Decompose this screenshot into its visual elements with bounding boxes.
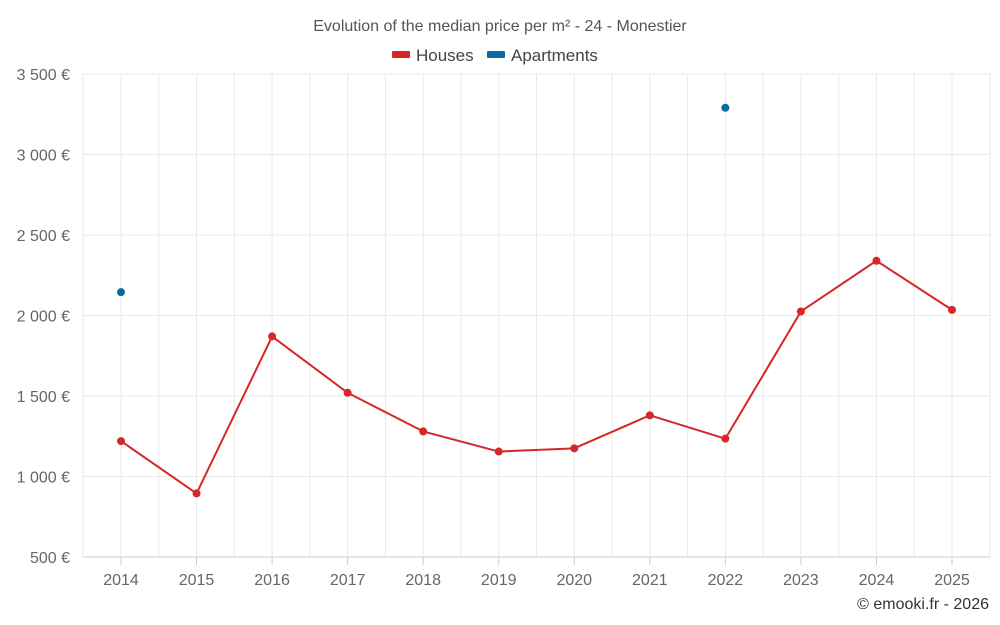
- data-point-houses-2019[interactable]: [494, 447, 503, 456]
- data-point-apartments-2014[interactable]: [117, 288, 125, 297]
- chart-title: Evolution of the median price per m² - 2…: [313, 18, 687, 35]
- x-tick-label: 2022: [708, 572, 744, 589]
- legend-item-houses[interactable]: Houses: [392, 46, 474, 65]
- y-tick-label: 3 500 €: [17, 67, 70, 84]
- y-tick-label: 3 000 €: [17, 148, 70, 165]
- x-tick-label: 2020: [556, 572, 592, 589]
- x-tick-label: 2024: [859, 572, 895, 589]
- legend-label-houses: Houses: [416, 46, 474, 65]
- data-point-houses-2023[interactable]: [796, 307, 805, 316]
- legend-swatch-houses: [392, 51, 410, 58]
- x-gridlines: [82, 74, 991, 565]
- series-houses: [117, 256, 956, 498]
- x-tick-label: 2019: [481, 572, 517, 589]
- data-point-houses-2016[interactable]: [268, 332, 277, 341]
- legend-label-apartments: Apartments: [511, 46, 598, 65]
- data-point-houses-2021[interactable]: [645, 411, 654, 420]
- x-tick-label: 2015: [179, 572, 215, 589]
- series-line-houses: [120, 259, 953, 495]
- series-layer: [117, 103, 956, 498]
- series-apartments: [117, 103, 730, 297]
- x-tick-label: 2016: [254, 572, 290, 589]
- legend-item-apartments[interactable]: Apartments: [487, 46, 598, 65]
- data-point-houses-2014[interactable]: [117, 437, 125, 446]
- data-point-houses-2025[interactable]: [948, 305, 956, 314]
- data-point-houses-2015[interactable]: [192, 489, 201, 498]
- data-point-apartments-2022[interactable]: [721, 103, 730, 112]
- data-point-houses-2024[interactable]: [872, 256, 881, 265]
- y-axis-tick-labels: 500 € 1 000 € 1 500 € 2 000 € 2 500 € 3 000 €…: [17, 67, 70, 567]
- y-tick-label: 500 €: [30, 550, 70, 567]
- y-tick-label: 1 500 €: [17, 389, 70, 406]
- x-tick-label: 2023: [783, 572, 819, 589]
- x-tick-label: 2021: [632, 572, 668, 589]
- x-axis-tick-labels: 2014 2015 2016 2017 2018 2019 2020 2021 2022 2023…: [103, 572, 970, 589]
- y-tick-label: 2 500 €: [17, 228, 70, 245]
- x-tick-label: 2017: [330, 572, 366, 589]
- legend-swatch-apartments: [487, 51, 505, 58]
- x-tick-label: 2025: [934, 572, 970, 589]
- y-tick-label: 1 000 €: [17, 470, 70, 487]
- data-point-houses-2020[interactable]: [570, 444, 579, 453]
- x-tick-label: 2014: [103, 572, 139, 589]
- y-tick-label: 2 000 €: [17, 309, 70, 326]
- x-tick-label: 2018: [405, 572, 441, 589]
- data-point-houses-2018[interactable]: [419, 427, 428, 436]
- data-point-houses-2022[interactable]: [721, 434, 730, 443]
- credit-text: © emooki.fr - 2026: [857, 596, 989, 613]
- data-point-houses-2017[interactable]: [343, 388, 352, 397]
- legend: Houses Apartments: [392, 46, 598, 65]
